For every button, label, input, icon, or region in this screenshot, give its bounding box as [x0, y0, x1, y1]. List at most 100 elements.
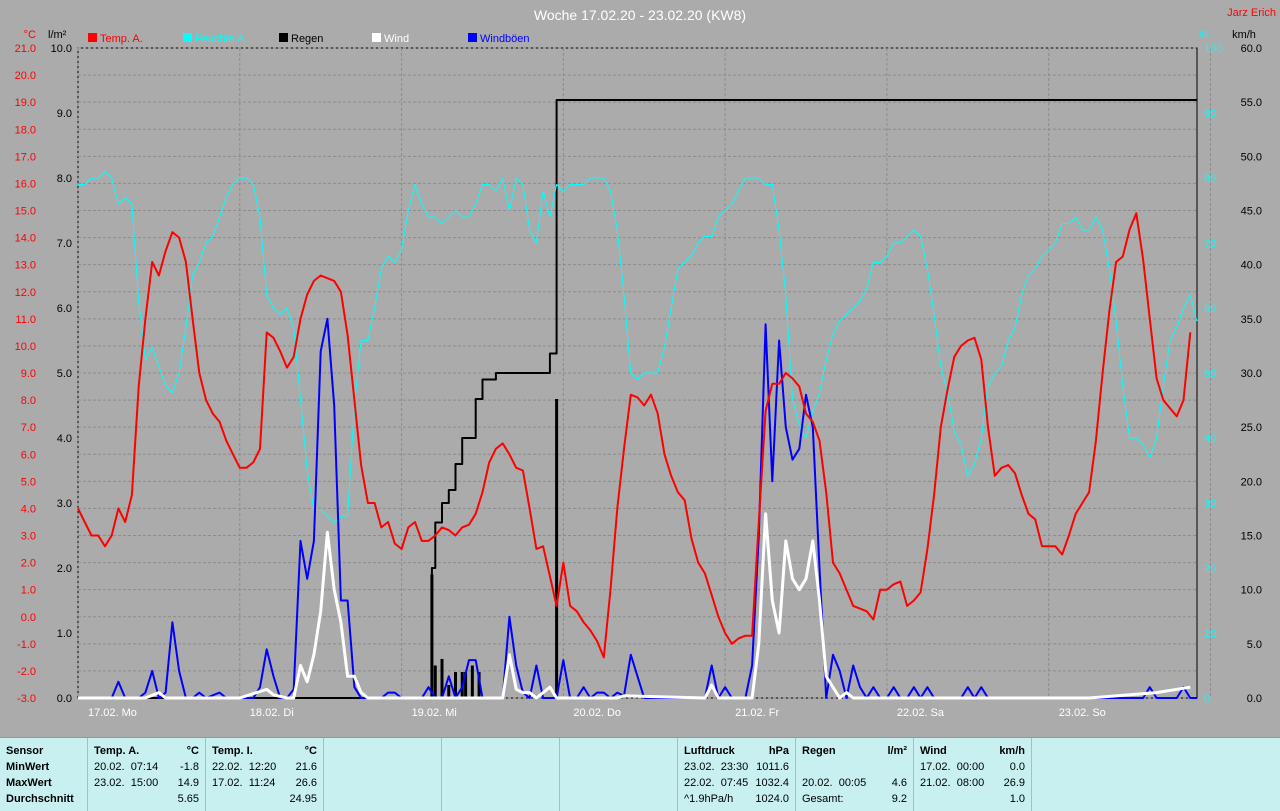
temp-tick-label: 15.0	[15, 206, 36, 218]
wind-tick-label: 55.0	[1241, 97, 1262, 109]
stats-col-empty-3	[559, 738, 677, 811]
chart-background	[0, 0, 1280, 737]
temp-tick-label: 7.0	[21, 422, 36, 434]
wind-tick-label: 30.0	[1241, 368, 1262, 380]
stats-row-max: MaxWert	[6, 777, 52, 789]
chart-grid	[77, 47, 1211, 699]
humidity-tick-label: 90	[1204, 108, 1216, 120]
chart-title: Woche 17.02.20 - 23.02.20 (KW8)	[534, 7, 746, 23]
temp-tick-label: 4.0	[21, 503, 36, 515]
stats-col-temp-i: Temp. I. °C 22.02. 12:20 21.6 17.02. 11:…	[205, 738, 323, 811]
humidity-tick-label: 0	[1204, 693, 1210, 705]
wind-tick-label: 10.0	[1241, 585, 1262, 597]
stats-col-sensor: Sensor MinWert MaxWert Durchschnitt	[0, 738, 87, 811]
stats-wind-min-value: 0.0	[1009, 761, 1025, 773]
legend-swatch	[183, 33, 192, 42]
humidity-line	[78, 171, 1198, 523]
wind-tick-label: 15.0	[1241, 531, 1262, 543]
stats-temp-a-avg-value: 5.65	[177, 793, 199, 805]
stats-temp-a-max-value: 14.9	[177, 777, 199, 789]
humidity-tick-label: 20	[1204, 563, 1216, 575]
stats-pressure-max-time: 22.02. 07:45	[684, 777, 749, 789]
day-tick-label: 17.02. Mo	[88, 707, 137, 719]
day-tick-label: 18.02. Di	[250, 707, 294, 719]
temp-tick-label: 18.0	[15, 124, 36, 136]
legend-swatch	[468, 33, 477, 42]
legend-label: Wind	[384, 33, 409, 45]
stats-temp-a-title: Temp. A.	[94, 745, 140, 757]
stats-rain-total-value: 9.2	[891, 793, 907, 805]
wind-tick-label: 20.0	[1241, 476, 1262, 488]
legend-swatch	[372, 33, 381, 42]
temp-tick-label: 11.0	[15, 314, 36, 326]
stats-rain-unit: l/m²	[887, 745, 907, 757]
humidity-tick-label: 60	[1204, 303, 1216, 315]
temp-tick-label: 19.0	[15, 97, 36, 109]
rain-tick-label: 2.0	[57, 563, 72, 575]
stats-temp-i-max-value: 26.6	[295, 777, 317, 789]
humidity-tick-label: 80	[1204, 173, 1216, 185]
legend-label: Windböen	[480, 33, 530, 45]
stats-col-empty-4	[1031, 738, 1280, 811]
wind-tick-label: 40.0	[1241, 260, 1262, 272]
temp-tick-label: 5.0	[21, 476, 36, 488]
stats-pressure-min-value: 1011.6	[756, 761, 789, 773]
legend-label: Feuchte A.	[195, 33, 248, 45]
rain-tick-label: 8.0	[57, 173, 72, 185]
stats-sensor-title: Sensor	[6, 745, 44, 757]
wind-tick-label: 45.0	[1241, 206, 1262, 218]
rain-tick-label: 0.0	[57, 693, 72, 705]
rain-tick-label: 5.0	[57, 368, 72, 380]
humidity-tick-label: 40	[1204, 433, 1216, 445]
temp-tick-label: 17.0	[15, 151, 36, 163]
humidity-tick-label: 50	[1204, 368, 1216, 380]
day-tick-label: 23.02. So	[1059, 707, 1106, 719]
rain-tick-label: 4.0	[57, 433, 72, 445]
temp-tick-label: 10.0	[15, 341, 36, 353]
temp-tick-label: 8.0	[21, 395, 36, 407]
stats-temp-i-max-time: 17.02. 11:24	[212, 777, 276, 789]
temp-tick-label: 0.0	[21, 612, 36, 624]
stats-temp-i-title: Temp. I.	[212, 745, 253, 757]
stats-rain-total-label: Gesamt:	[802, 793, 844, 805]
day-tick-label: 22.02. Sa	[897, 707, 945, 719]
stats-pressure-unit: hPa	[768, 745, 789, 757]
wind-tick-label: 50.0	[1241, 151, 1262, 163]
stats-pressure-avg-value: 1024.0	[755, 793, 789, 805]
stats-pressure-trend: ^1.9hPa/h	[684, 793, 734, 805]
rain-axis-unit: l/m²	[48, 29, 67, 41]
temp-tick-label: -1.0	[17, 639, 36, 651]
chart-legend: Temp. A. Feuchte A. Regen Wind Windböen	[88, 33, 530, 45]
wind-tick-label: 0.0	[1247, 693, 1262, 705]
wind-tick-label: 5.0	[1247, 639, 1262, 651]
wind-line	[78, 512, 1191, 700]
stats-col-empty-2	[441, 738, 559, 811]
stats-temp-a-unit: °C	[186, 745, 199, 757]
temp-tick-label: 21.0	[15, 43, 36, 55]
stats-row-min: MinWert	[6, 761, 50, 773]
temperature-line	[77, 212, 1192, 659]
wind-tick-label: 60.0	[1241, 43, 1262, 55]
chart-plots	[77, 99, 1198, 700]
temp-tick-label: 16.0	[15, 178, 36, 190]
stats-wind-min-time: 17.02. 00:00	[920, 761, 985, 773]
wind-tick-label: 25.0	[1241, 422, 1262, 434]
stats-col-rain: Regen l/m² 20.02. 00:05 4.6 Gesamt: 9.2	[795, 738, 913, 811]
stats-wind-title: Wind	[920, 745, 947, 757]
temp-tick-label: 13.0	[15, 260, 36, 272]
stats-pressure-title: Luftdruck	[684, 745, 735, 757]
stats-rain-title: Regen	[802, 745, 836, 757]
temp-tick-label: 12.0	[15, 287, 36, 299]
temp-tick-label: 6.0	[21, 449, 36, 461]
stats-temp-a-min-time: 20.02. 07:14	[94, 761, 159, 773]
stats-row-avg: Durchschnitt	[6, 793, 74, 805]
rain-tick-label: 10.0	[51, 43, 72, 55]
stats-col-pressure: Luftdruck hPa 23.02. 23:30 1011.6 22.02.…	[677, 738, 795, 811]
stats-col-temp-a: Temp. A. °C 20.02. 07:14 -1.8 23.02. 15:…	[87, 738, 205, 811]
rain-tick-label: 6.0	[57, 303, 72, 315]
legend-label: Temp. A.	[100, 33, 143, 45]
day-tick-label: 20.02. Do	[573, 707, 621, 719]
stats-wind-unit: km/h	[999, 745, 1025, 757]
temp-tick-label: -2.0	[17, 666, 36, 678]
day-tick-label: 19.02. Mi	[412, 707, 457, 719]
